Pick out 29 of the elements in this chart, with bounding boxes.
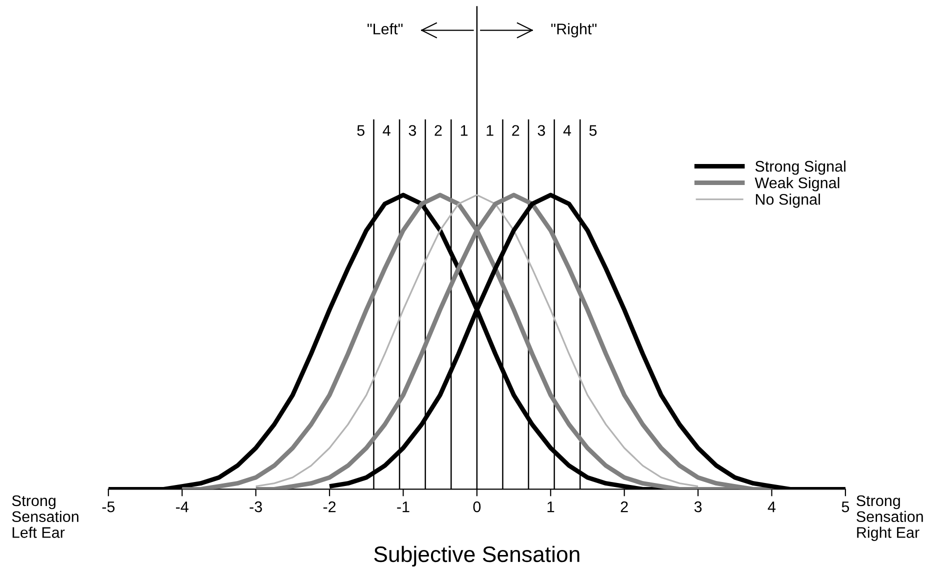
text: "Right" [551,23,596,38]
text: "Left" [368,23,403,34]
text: 1 [486,125,494,136]
x-tick-label: -2 [323,501,336,512]
x-tick-label: 5 [842,502,850,512]
legend-label: Strong Signal [755,160,846,175]
x-tick-label: 1 [548,502,554,512]
text: 3 [538,125,545,136]
text: 3 [408,125,416,136]
text: 2 [512,125,520,136]
text: 1 [460,125,468,136]
legend-label: No Signal [756,194,820,208]
text: 5 [589,125,597,136]
text: Strong Sensation Right Ear [856,495,923,541]
text: 4 [382,125,390,136]
text: 2 [434,125,442,136]
legend-label: Weak Signal [754,177,840,192]
x-tick-label: 2 [620,501,628,512]
x-tick-label: 0 [473,501,481,512]
x-tick-label: 4 [768,502,776,512]
x-tick-label: -5 [102,502,115,512]
x-tick-label: 3 [694,501,702,512]
x-tick-label: -1 [397,502,410,512]
x-tick-label: -4 [176,502,188,512]
x-tick-label: -3 [250,501,262,512]
text: Strong Sensation Left Ear [12,495,78,538]
x-axis-title: Subjective Sensation [374,546,580,567]
text: 4 [563,125,572,136]
text: 5 [357,125,364,136]
